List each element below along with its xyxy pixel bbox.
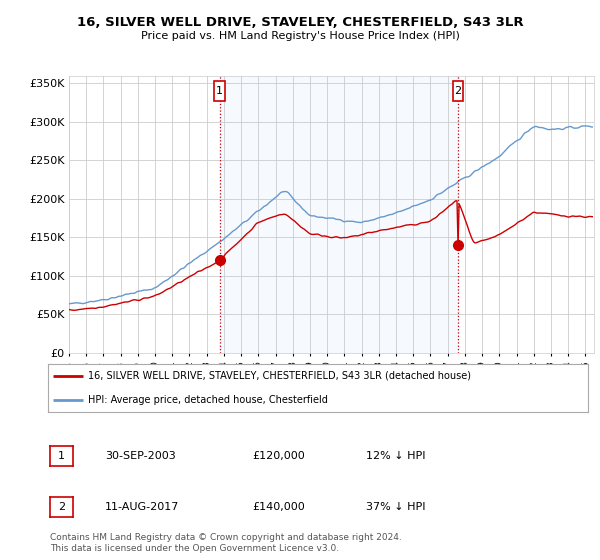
Text: 1: 1	[216, 86, 223, 96]
Text: 12% ↓ HPI: 12% ↓ HPI	[366, 451, 425, 461]
FancyBboxPatch shape	[453, 81, 463, 101]
Text: Price paid vs. HM Land Registry's House Price Index (HPI): Price paid vs. HM Land Registry's House …	[140, 31, 460, 41]
Text: 16, SILVER WELL DRIVE, STAVELEY, CHESTERFIELD, S43 3LR (detached house): 16, SILVER WELL DRIVE, STAVELEY, CHESTER…	[89, 371, 472, 381]
Text: £140,000: £140,000	[252, 502, 305, 512]
Text: 2: 2	[58, 502, 65, 512]
Text: £120,000: £120,000	[252, 451, 305, 461]
Text: 16, SILVER WELL DRIVE, STAVELEY, CHESTERFIELD, S43 3LR: 16, SILVER WELL DRIVE, STAVELEY, CHESTER…	[77, 16, 523, 29]
Text: 2: 2	[454, 86, 461, 96]
Text: Contains HM Land Registry data © Crown copyright and database right 2024.
This d: Contains HM Land Registry data © Crown c…	[50, 533, 401, 553]
Text: 1: 1	[58, 451, 65, 461]
Text: 30-SEP-2003: 30-SEP-2003	[105, 451, 176, 461]
Text: 11-AUG-2017: 11-AUG-2017	[105, 502, 179, 512]
Text: 37% ↓ HPI: 37% ↓ HPI	[366, 502, 425, 512]
Bar	[220, 76, 458, 353]
Text: HPI: Average price, detached house, Chesterfield: HPI: Average price, detached house, Ches…	[89, 395, 328, 405]
FancyBboxPatch shape	[214, 81, 225, 101]
